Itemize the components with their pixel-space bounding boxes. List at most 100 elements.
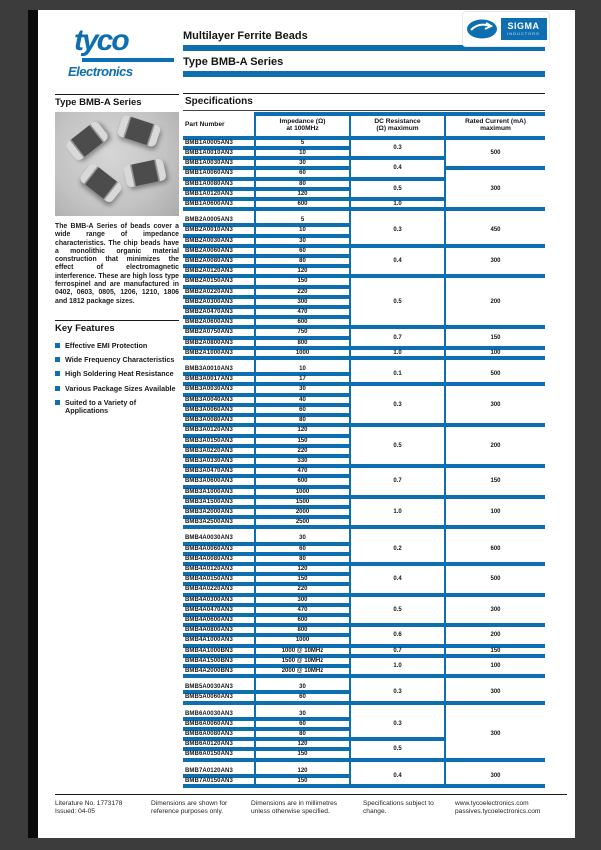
impedance-cell: 470: [254, 466, 350, 479]
gap-cell: [349, 358, 445, 367]
table-row: BMB4A1000AN3 1000: [183, 635, 545, 648]
table-row: BMB3A0600AN3 600: [183, 476, 545, 489]
footer-url-main: www.tycoelectronics.com: [455, 800, 529, 807]
gap-cell: [183, 703, 255, 711]
sigma-inductors-logo: SIGMA INDUCTORS: [463, 12, 549, 46]
part-number-cell: BMB6A0150AN3: [183, 749, 255, 762]
impedance-cell: 30: [254, 384, 350, 397]
table-row: BMB6A0150AN3 150: [183, 749, 545, 762]
key-features-rule: [55, 319, 179, 321]
table-row: BMB3A0120AN3 120 0.5 200: [183, 425, 545, 469]
part-number-cell: BMB3A0120AN3: [183, 425, 255, 438]
table-row: BMB3A0150AN3 150: [183, 435, 545, 448]
section-gap-row: [183, 702, 545, 711]
table-row: BMB3A1000AN3 1000: [183, 486, 545, 499]
gap-cell: [254, 702, 350, 711]
dc-resistance-cell: 0.3: [349, 137, 445, 161]
footer-url-passives: passives.tycoelectronics.com: [455, 808, 541, 815]
impedance-cell: 750: [254, 327, 350, 340]
table-row: BMB3A0220AN3 220: [183, 445, 545, 458]
key-feature-label: Effective EMI Protection: [65, 340, 148, 350]
gap-cell: [254, 676, 350, 685]
footer-specs-note: Specifications subject to change.: [363, 800, 447, 816]
part-number-cell: BMB4A0060AN3: [183, 543, 255, 556]
impedance-cell: 60: [254, 718, 350, 732]
part-number-cell: BMB4A0600AN3: [183, 614, 255, 628]
part-number-cell: BMB6A0120AN3: [183, 739, 255, 752]
rated-current-cell: 500: [444, 366, 545, 387]
impedance-cell: 150: [254, 435, 350, 448]
sigma-subname: INDUCTORS: [507, 31, 540, 36]
part-number-cell: BMB2A0120AN3: [183, 266, 255, 279]
table-row: BMB4A0300AN3 300 0.5 300: [183, 594, 545, 628]
key-features-list: Effective EMI Protection Wide Frequency C…: [55, 340, 179, 415]
part-number-cell: BMB5A0030AN3: [183, 684, 255, 695]
impedance-cell: 30: [254, 684, 350, 695]
table-row: BMB1A0120AN3 120: [183, 188, 545, 202]
dc-resistance-cell: 0.3: [349, 217, 445, 248]
impedance-cell: 60: [254, 245, 350, 259]
rated-current-cell: 300: [444, 384, 545, 428]
part-number-cell: BMB3A1000AN3: [183, 486, 255, 499]
dc-resistance-cell: 0.3: [349, 710, 445, 742]
impedance-cell: 30: [254, 710, 350, 721]
gap-cell: [183, 527, 255, 535]
gap-cell: [444, 209, 545, 218]
table-row: BMB3A2500AN3 2500: [183, 517, 545, 530]
impedance-cell: 220: [254, 445, 350, 458]
ferrite-bead-image: [64, 120, 110, 162]
rated-current-cell: 150: [444, 645, 545, 658]
table-row: BMB6A0060AN3 60: [183, 718, 545, 732]
dc-resistance-cell: 1.0: [349, 199, 445, 212]
specifications-table: Part Number Impedance (Ω) at 100MHz DC R…: [183, 112, 545, 789]
table-row: BMB3A0470AN3 470 0.7 150: [183, 466, 545, 499]
rated-current-cell: 100: [444, 655, 545, 679]
gap-cell: [349, 676, 445, 685]
table-row: BMB4A1500BN3 1500 @ 10MHz 1.0 100: [183, 655, 545, 679]
subtitle-divider-bar: [183, 71, 545, 77]
impedance-cell: 150: [254, 775, 350, 789]
table-row: BMB1A0600AN3 600 1.0: [183, 199, 545, 212]
part-number-cell: BMB4A0470AN3: [183, 604, 255, 617]
bullet-square-icon: [55, 371, 60, 377]
key-feature-label: Wide Frequency Characteristics: [65, 355, 175, 365]
impedance-cell: 800: [254, 625, 350, 638]
part-number-cell: BMB3A0600AN3: [183, 476, 255, 489]
dc-resistance-cell: 0.7: [349, 466, 445, 499]
table-row: BMB3A0080AN3 80: [183, 415, 545, 428]
part-number-cell: BMB4A0120AN3: [183, 563, 255, 577]
table-row: BMB6A0080AN3 80: [183, 728, 545, 742]
part-number-cell: BMB3A2500AN3: [183, 517, 255, 530]
part-number-cell: BMB2A0470AN3: [183, 307, 255, 320]
impedance-cell: 470: [254, 604, 350, 617]
impedance-cell: 600: [254, 476, 350, 489]
part-number-cell: BMB1A0010AN3: [183, 148, 255, 161]
section-gap-row: [183, 527, 545, 536]
gap-cell: [444, 676, 545, 685]
table-row: BMB1A0080AN3 80 0.5: [183, 178, 545, 202]
ferrite-beads-photo: [55, 112, 179, 216]
col-header-dc-line2: (Ω) maximum: [376, 125, 419, 133]
impedance-cell: 2000 @ 10MHz: [254, 665, 350, 679]
impedance-cell: 600: [254, 199, 350, 212]
gap-cell: [254, 209, 350, 218]
part-number-cell: BMB4A1500BN3: [183, 655, 255, 669]
key-feature-item: High Soldering Heat Resistance: [55, 370, 179, 378]
part-number-cell: BMB1A0080AN3: [183, 178, 255, 191]
footer-dimensions-note: Dimensions are shown for reference purpo…: [151, 800, 243, 816]
dc-resistance-cell: 1.0: [349, 347, 445, 361]
impedance-cell: 1000: [254, 347, 350, 361]
impedance-cell: 1000: [254, 486, 350, 499]
impedance-cell: 330: [254, 455, 350, 469]
part-number-cell: BMB6A0060AN3: [183, 718, 255, 732]
dc-resistance-cell: 1.0: [349, 655, 445, 679]
part-number-cell: BMB2A0750AN3: [183, 327, 255, 340]
table-row: BMB2A0150AN3 150 0.5 200: [183, 276, 545, 330]
impedance-cell: 30: [254, 535, 350, 546]
impedance-cell: 10: [254, 225, 350, 238]
footer-units-line2: unless otherwise specified.: [251, 808, 330, 815]
impedance-cell: 10: [254, 148, 350, 161]
gap-cell: [444, 527, 545, 536]
sidebar-top-rule: [55, 94, 179, 95]
impedance-cell: 1500: [254, 496, 350, 509]
